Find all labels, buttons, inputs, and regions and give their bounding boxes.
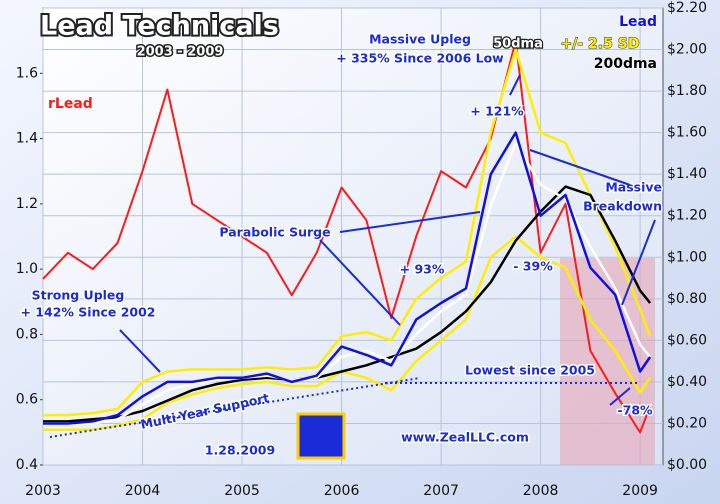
x-tick-label: 2004 [125,483,161,499]
y2-tick-label: $1.00 [667,249,707,265]
y-tick-label: 1.4 [16,131,38,147]
x-tick-label: 2005 [224,483,260,499]
y2-tick-label: $0.40 [667,374,707,390]
annotation: Strong Upleg [32,288,125,303]
annotation: www.ZealLLC.com [401,430,529,445]
y2-tick-label: $2.20 [667,0,707,16]
annotation: Lowest since 2005 [465,363,595,378]
annotation: - 39% [513,259,553,274]
annotation: Parabolic Surge [219,225,330,240]
annotation: + 121% [470,104,524,119]
x-tick-label: 2009 [622,483,658,499]
y2-tick-label: $1.60 [667,125,707,141]
annotation: + 142% Since 2002 [20,305,155,320]
arrow [119,329,161,373]
chart-subtitle: 2003 - 2009 [137,45,224,60]
legend-label: +/- 2.5 SD [561,36,640,52]
series-line [43,48,652,417]
y2-tick-label: $0.60 [667,332,707,348]
arrow [319,239,401,326]
annotation: 1.28.2009 [205,443,275,458]
y2-tick-label: $0.20 [667,415,707,431]
y-tick-label: 0.4 [16,457,38,473]
x-tick-label: 2006 [324,483,360,499]
legend-label: 200dma [594,56,657,72]
arrow [609,387,631,406]
y2-tick-label: $2.00 [667,42,707,58]
y-tick-label: 1.6 [16,65,38,81]
y2-tick-label: $0.00 [667,457,707,473]
legend-label: 50dma [493,37,543,52]
x-tick-label: 2007 [423,483,459,499]
y2-tick-label: $1.80 [667,83,707,99]
y-tick-label: 0.8 [16,326,38,342]
arrow [509,74,521,96]
y2-tick-label: $1.20 [667,208,707,224]
annotation: -78% [617,403,653,418]
y-tick-label: 0.6 [16,392,38,408]
logo [296,412,346,460]
x-tick-label: 2008 [523,483,559,499]
arrow [529,149,631,186]
annotation: + 335% Since 2006 Low [336,51,504,66]
series-line [43,141,652,425]
series-line [42,39,652,434]
lines [42,39,652,434]
x-tick-label: 2003 [25,483,61,499]
series-line [43,185,652,423]
series-line-lower [43,235,652,431]
legend-label: rLead [48,96,93,112]
y-tick-label: 1.2 [16,196,38,212]
annotation: Massive Upleg [369,32,471,47]
arrow [339,211,481,233]
series-line [43,131,652,425]
y2-tick-label: $1.40 [667,166,707,182]
y-tick-label: 1.0 [16,261,38,277]
legend-label: Lead [619,14,657,30]
annotation: Breakdown [583,199,662,214]
chart-title: Lead Technicals [40,11,279,42]
y2-tick-label: $0.80 [667,291,707,307]
annotation: Massive [605,180,662,195]
annotation: + 93% [400,262,445,277]
arrow [621,219,656,306]
